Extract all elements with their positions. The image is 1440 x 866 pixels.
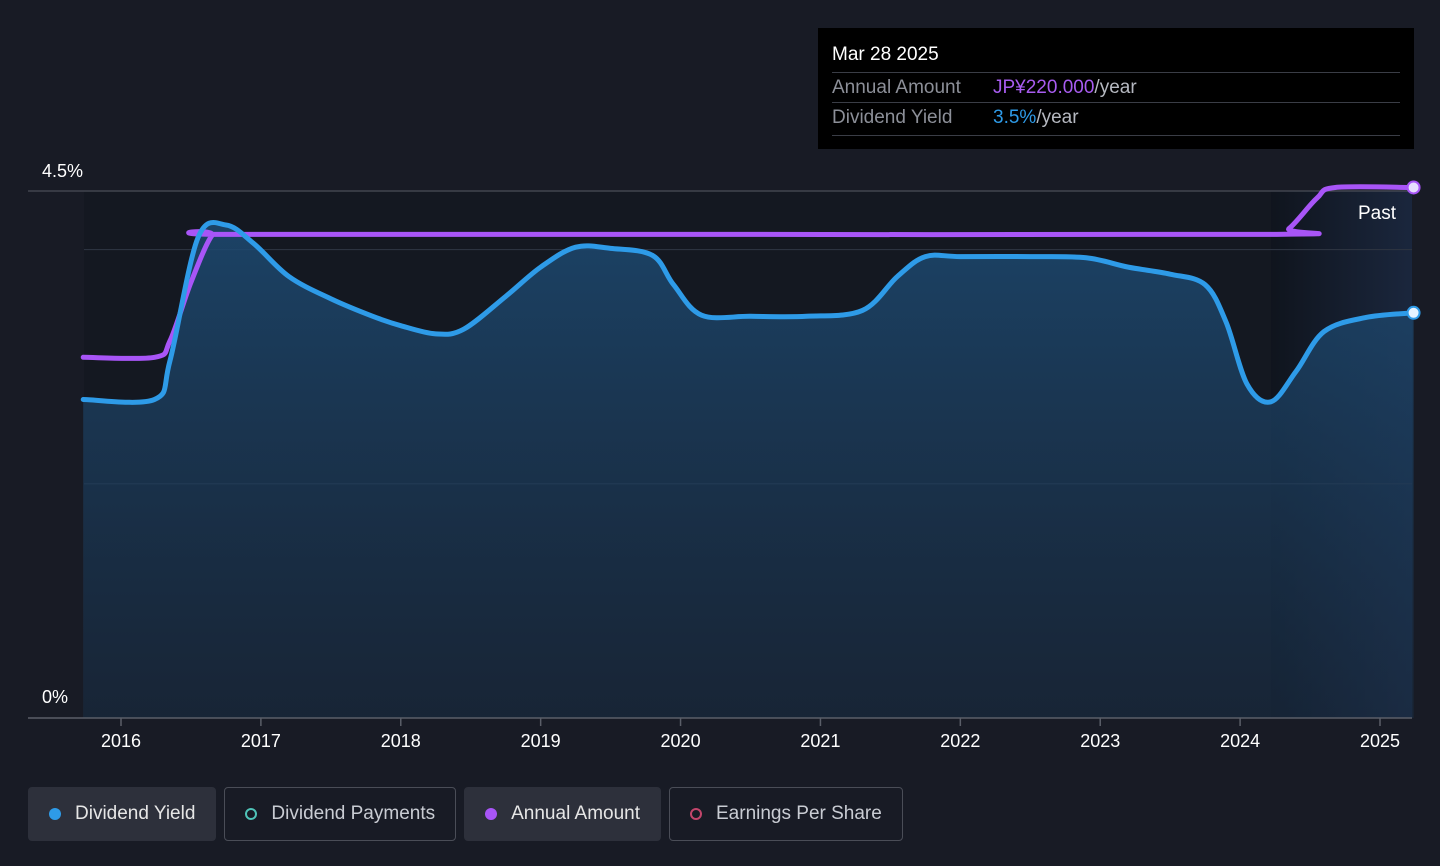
tooltip-unit: /year <box>1036 107 1079 128</box>
legend-annual-amount[interactable]: Annual Amount <box>464 787 661 841</box>
x-tick-label: 2024 <box>1220 731 1260 751</box>
tooltip-panel: Mar 28 2025 Annual Amount JP¥220.000/year… <box>818 28 1414 149</box>
dividend-yield-legend-icon <box>49 808 61 820</box>
past-label: Past <box>1358 203 1397 224</box>
tooltip-date: Mar 28 2025 <box>832 44 939 65</box>
tooltip-value: 3.5% <box>993 107 1037 128</box>
tooltip-row-annual-amount: Annual Amount JP¥220.000/year <box>832 72 1400 99</box>
legend-earnings-per-share[interactable]: Earnings Per Share <box>669 787 903 841</box>
dividend-yield-end-marker <box>1406 305 1421 320</box>
tooltip-label: Dividend Yield <box>832 107 953 128</box>
annual-amount-end-marker <box>1406 180 1421 195</box>
tooltip-unit: /year <box>1094 77 1137 98</box>
legend-label: Annual Amount <box>511 803 640 824</box>
x-tick-label: 2020 <box>661 731 701 751</box>
x-tick-label: 2022 <box>940 731 980 751</box>
x-tick-label: 2019 <box>521 731 561 751</box>
dividend-yield-area <box>83 222 1414 718</box>
dividend-payments-legend-icon <box>245 808 258 820</box>
tooltip-row-dividend-yield: Dividend Yield 3.5%/year <box>832 102 1400 136</box>
annual-amount-legend-icon <box>485 808 498 820</box>
legend-label: Earnings Per Share <box>716 803 882 824</box>
x-tick-label: 2023 <box>1080 731 1120 751</box>
legend-label: Dividend Payments <box>271 803 436 824</box>
legend-label: Dividend Yield <box>75 803 196 824</box>
tooltip-label: Annual Amount <box>832 77 961 98</box>
x-tick-label: 2018 <box>381 731 421 751</box>
x-tick-label: 2021 <box>800 731 840 751</box>
x-tick-label: 2016 <box>101 731 141 751</box>
x-tick-label: 2017 <box>241 731 281 751</box>
dividend-yield-line <box>80 220 1417 405</box>
tooltip-value: JP¥220.000 <box>993 77 1095 98</box>
chart-legend: Dividend Yield Dividend Payments Annual … <box>28 787 903 843</box>
y-tick-label-top: 4.5% <box>42 161 83 181</box>
x-tick-label: 2025 <box>1360 731 1400 751</box>
earnings-per-share-legend-icon <box>690 808 702 820</box>
legend-dividend-yield[interactable]: Dividend Yield <box>28 787 217 841</box>
legend-dividend-payments[interactable]: Dividend Payments <box>224 787 457 841</box>
y-tick-label-bottom: 0% <box>42 687 68 707</box>
